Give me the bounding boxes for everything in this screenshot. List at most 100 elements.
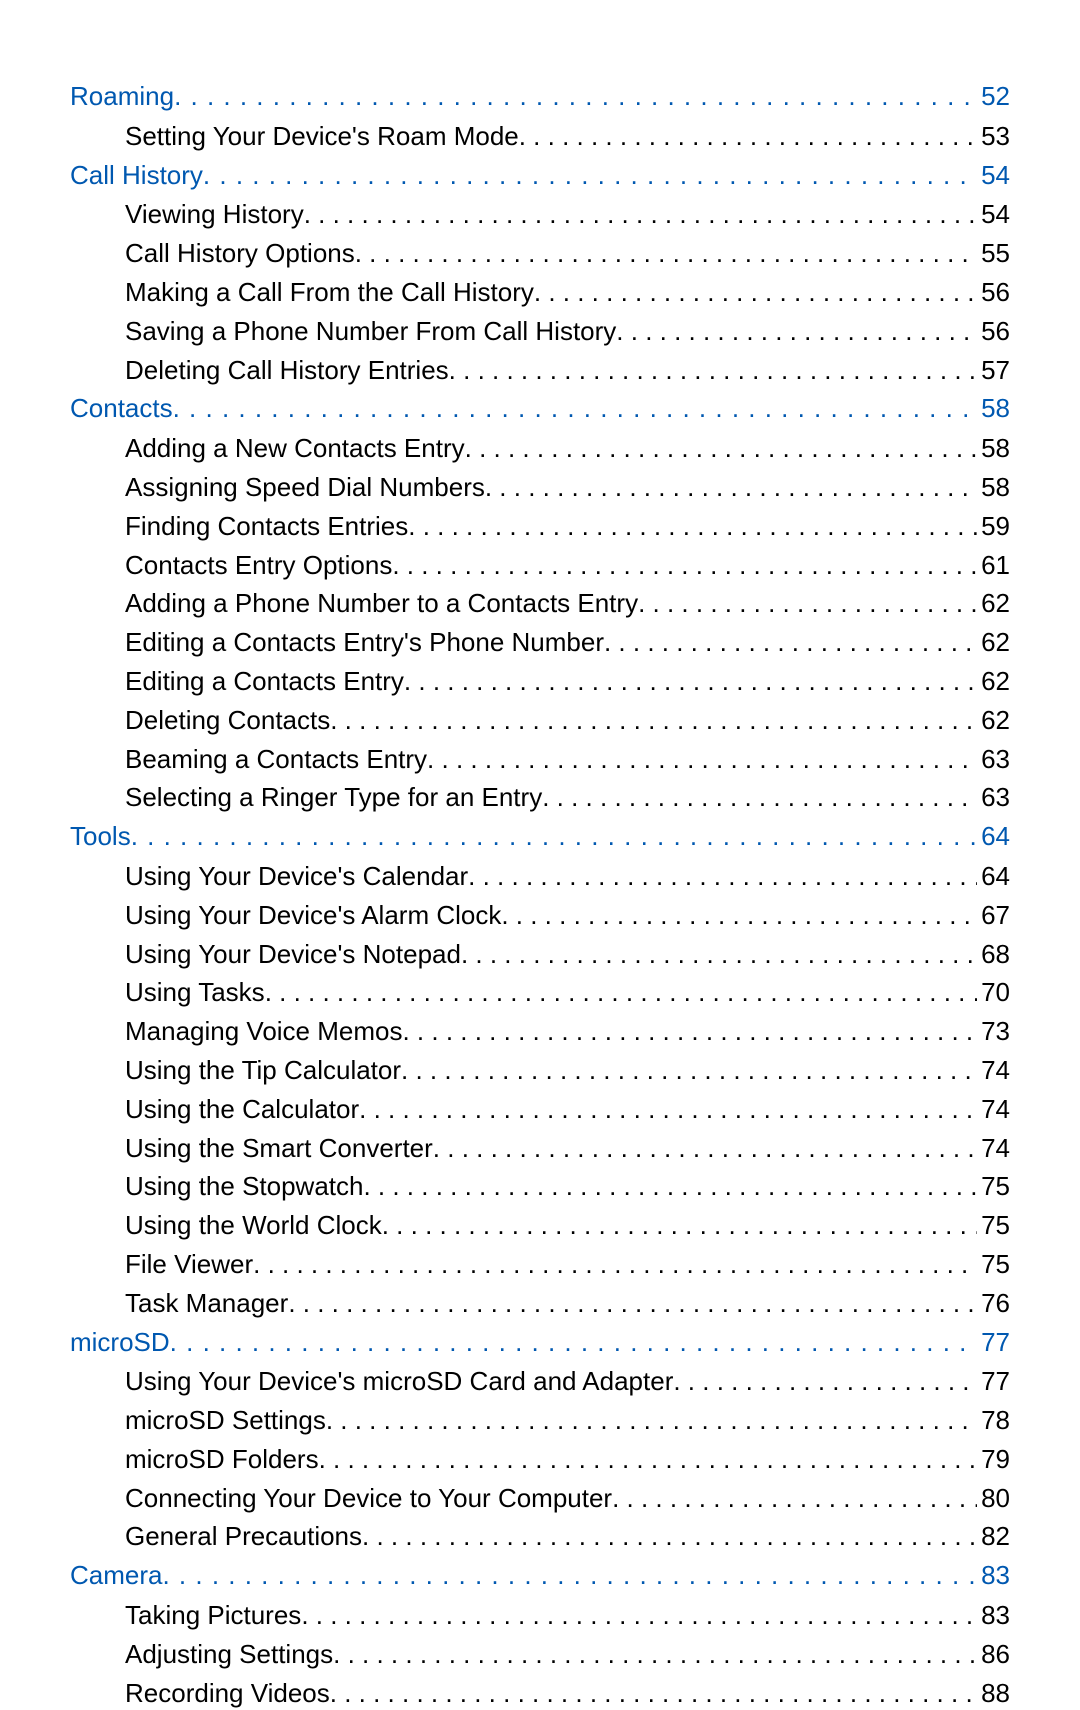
toc-item-row[interactable]: Saving a Phone Number From Call History5… — [125, 315, 1010, 349]
toc-leader-dots — [330, 1677, 977, 1710]
toc-item-title: Contacts Entry Options — [125, 549, 392, 583]
toc-item-row[interactable]: Deleting Contacts62 — [125, 704, 1010, 738]
toc-item-row[interactable]: Using the Tip Calculator74 — [125, 1054, 1010, 1088]
toc-item-title: General Precautions — [125, 1520, 362, 1554]
toc-item-title: Selecting a Ringer Type for an Entry — [125, 781, 542, 815]
toc-leader-dots — [326, 1404, 977, 1438]
toc-item-title: Using Your Device's Notepad — [125, 938, 461, 972]
toc-leader-dots — [408, 510, 977, 544]
toc-item-row[interactable]: Making a Call From the Call History56 — [125, 276, 1010, 310]
toc-leader-dots — [401, 1054, 977, 1088]
toc-item-title: Adding a New Contacts Entry — [125, 432, 465, 466]
toc-item-row[interactable]: Editing a Contacts Entry's Phone Number6… — [125, 626, 1010, 660]
toc-item-row[interactable]: Finding Contacts Entries59 — [125, 510, 1010, 544]
toc-item-title: Recording Videos — [125, 1677, 330, 1710]
toc-item-page: 75 — [977, 1170, 1010, 1204]
toc-item-title: Managing Voice Memos — [125, 1015, 402, 1049]
toc-leader-dots — [433, 1132, 977, 1166]
toc-item-page: 75 — [977, 1248, 1010, 1282]
toc-item-row[interactable]: Setting Your Device's Roam Mode53 — [125, 120, 1010, 154]
toc-section-row[interactable]: Roaming52 — [70, 80, 1010, 114]
toc-item-row[interactable]: Adding a Phone Number to a Contacts Entr… — [125, 587, 1010, 621]
toc-leader-dots — [253, 1248, 977, 1282]
toc-section-row[interactable]: Call History54 — [70, 159, 1010, 193]
toc-section-row[interactable]: microSD 77 — [70, 1326, 1010, 1360]
toc-item-row[interactable]: File Viewer 75 — [125, 1248, 1010, 1282]
toc-item-title: Deleting Contacts — [125, 704, 330, 738]
toc-item-row[interactable]: Using Your Device's Notepad68 — [125, 938, 1010, 972]
toc-item-row[interactable]: Viewing History54 — [125, 198, 1010, 232]
toc-item-page: 62 — [977, 665, 1010, 699]
toc-leader-dots — [265, 976, 977, 1010]
toc-leader-dots — [534, 276, 977, 310]
toc-item-row[interactable]: Contacts Entry Options 61 — [125, 549, 1010, 583]
toc-item-row[interactable]: Using the World Clock 75 — [125, 1209, 1010, 1243]
toc-leader-dots — [604, 626, 977, 660]
toc-leader-dots — [461, 938, 977, 972]
toc-item-row[interactable]: Using the Calculator74 — [125, 1093, 1010, 1127]
toc-leader-dots — [501, 899, 977, 933]
toc-item-title: Using Your Device's Alarm Clock — [125, 899, 501, 933]
toc-item-row[interactable]: microSD Folders79 — [125, 1443, 1010, 1477]
toc-item-title: File Viewer — [125, 1248, 253, 1282]
toc-item-row[interactable]: Using the Smart Converter74 — [125, 1132, 1010, 1166]
toc-leader-dots — [465, 432, 977, 466]
toc-item-row[interactable]: Using Tasks70 — [125, 976, 1010, 1010]
toc-item-row[interactable]: microSD Settings78 — [125, 1404, 1010, 1438]
toc-section-title: Contacts — [70, 392, 173, 426]
toc-item-row[interactable]: Using Your Device's Calendar64 — [125, 860, 1010, 894]
toc-item-row[interactable]: Call History Options55 — [125, 237, 1010, 271]
toc-item-row[interactable]: Task Manager76 — [125, 1287, 1010, 1321]
toc-item-title: Using the World Clock — [125, 1209, 382, 1243]
toc-item-title: Adjusting Settings — [125, 1638, 333, 1672]
toc-item-title: Using Your Device's Calendar — [125, 860, 468, 894]
toc-item-page: 74 — [977, 1054, 1010, 1088]
toc-leader-dots — [362, 1520, 977, 1554]
toc-leader-dots — [449, 354, 977, 388]
toc-item-row[interactable]: Beaming a Contacts Entry63 — [125, 743, 1010, 777]
toc-item-row[interactable]: Managing Voice Memos73 — [125, 1015, 1010, 1049]
toc-leader-dots — [330, 704, 977, 738]
toc-leader-dots — [612, 1482, 977, 1516]
toc-item-row[interactable]: Using Your Device's microSD Card and Ada… — [125, 1365, 1010, 1399]
toc-leader-dots — [638, 587, 977, 621]
toc-section-title: Camera — [70, 1559, 162, 1593]
toc-leader-dots — [402, 1015, 977, 1049]
toc-leader-dots — [519, 120, 977, 154]
toc-item-page: 55 — [977, 237, 1010, 271]
toc-item-title: Using Tasks — [125, 976, 265, 1010]
toc-section-title: microSD — [70, 1326, 170, 1360]
toc-item-title: Editing a Contacts Entry's Phone Number — [125, 626, 604, 660]
toc-item-row[interactable]: Adjusting Settings86 — [125, 1638, 1010, 1672]
toc-item-title: Editing a Contacts Entry — [125, 665, 404, 699]
toc-item-row[interactable]: Using Your Device's Alarm Clock 67 — [125, 899, 1010, 933]
toc-leader-dots — [174, 80, 977, 114]
toc-item-row[interactable]: Assigning Speed Dial Numbers58 — [125, 471, 1010, 505]
toc-section-page: 77 — [977, 1326, 1010, 1360]
toc-item-title: Using the Calculator — [125, 1093, 359, 1127]
toc-item-page: 61 — [977, 549, 1010, 583]
toc-item-row[interactable]: Taking Pictures83 — [125, 1599, 1010, 1633]
toc-item-row[interactable]: Connecting Your Device to Your Computer8… — [125, 1482, 1010, 1516]
toc-leader-dots — [359, 1093, 977, 1127]
toc-item-row[interactable]: Deleting Call History Entries57 — [125, 354, 1010, 388]
toc-item-page: 63 — [977, 743, 1010, 777]
toc-item-title: Connecting Your Device to Your Computer — [125, 1482, 612, 1516]
toc-item-row[interactable]: General Precautions82 — [125, 1520, 1010, 1554]
toc-section-title: Tools — [70, 820, 131, 854]
toc-item-title: Taking Pictures — [125, 1599, 301, 1633]
toc-section-row[interactable]: Tools64 — [70, 820, 1010, 854]
toc-item-row[interactable]: Selecting a Ringer Type for an Entry63 — [125, 781, 1010, 815]
toc-item-row[interactable]: Using the Stopwatch75 — [125, 1170, 1010, 1204]
toc-item-page: 75 — [977, 1209, 1010, 1243]
toc-item-page: 67 — [977, 899, 1010, 933]
toc-item-page: 79 — [977, 1443, 1010, 1477]
toc-item-row[interactable]: Editing a Contacts Entry 62 — [125, 665, 1010, 699]
toc-section-row[interactable]: Camera83 — [70, 1559, 1010, 1593]
toc-section-page: 58 — [977, 392, 1010, 426]
toc-item-row[interactable]: Adding a New Contacts Entry58 — [125, 432, 1010, 466]
toc-leader-dots — [485, 471, 977, 505]
toc-section-row[interactable]: Contacts 58 — [70, 392, 1010, 426]
toc-section-page: 54 — [977, 159, 1010, 193]
toc-item-row[interactable]: Recording Videos88 — [125, 1677, 1010, 1710]
